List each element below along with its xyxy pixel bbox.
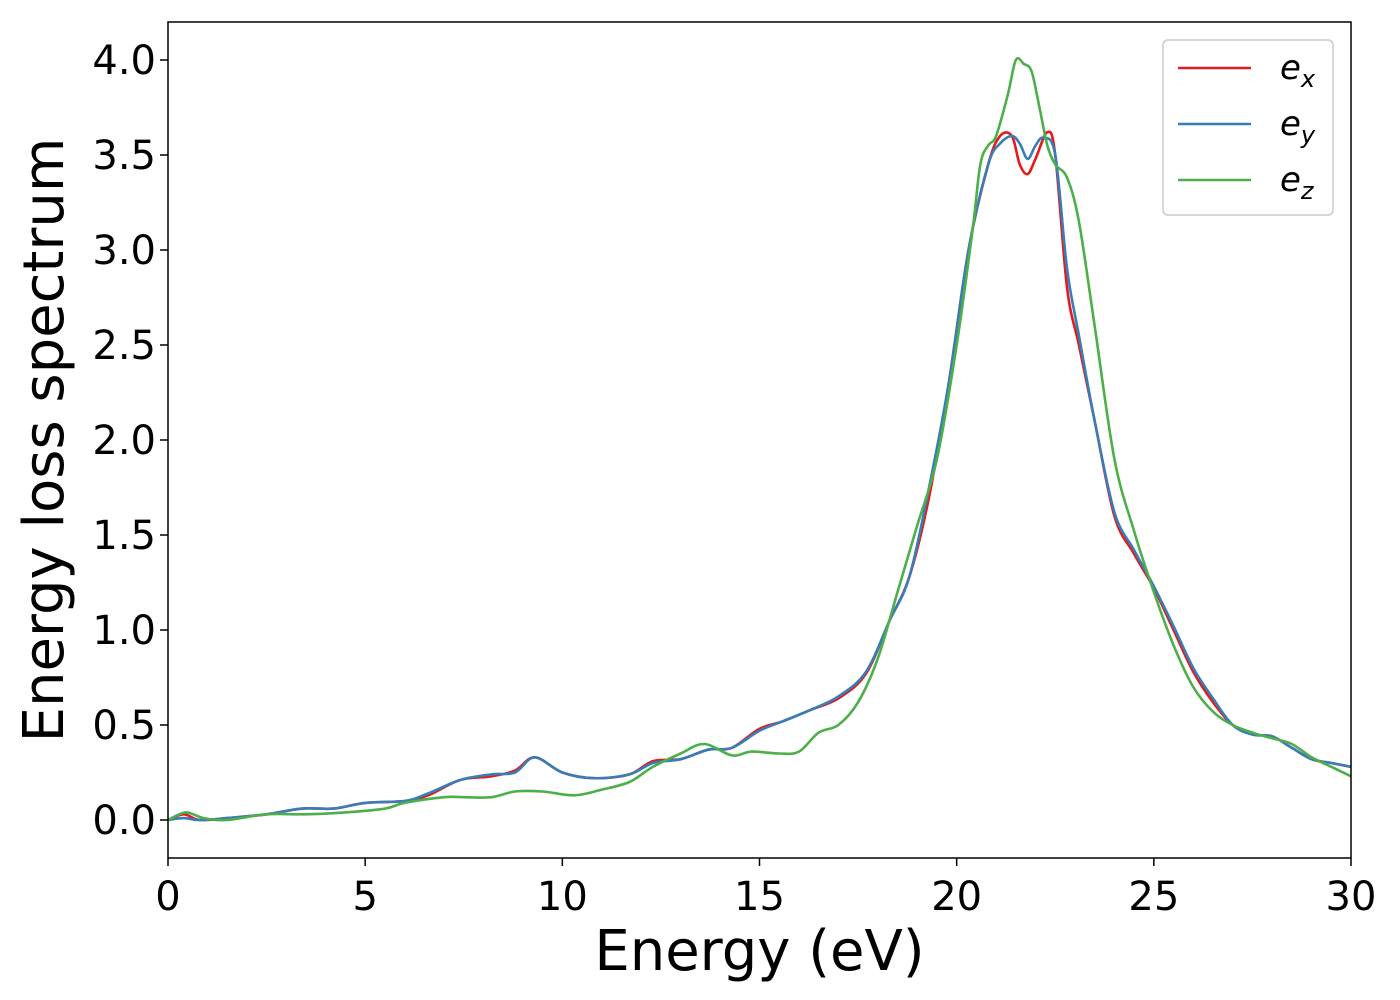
legend-label-y: ey [1280, 104, 1316, 149]
x-axis-ticks: 0 5 10 15 20 25 30 [155, 858, 1376, 920]
x-axis-title: Energy (eV) [594, 919, 924, 984]
series-lines [168, 56, 1351, 822]
x-tick-label: 20 [931, 874, 982, 920]
y-tick-label: 3.0 [92, 228, 156, 274]
y-tick-label: 0.5 [92, 703, 156, 749]
legend-label-z: ez [1280, 160, 1315, 205]
series-line-z [168, 56, 1351, 822]
x-tick-label: 30 [1326, 874, 1377, 920]
y-tick-label: 3.5 [92, 133, 156, 179]
series-line-y [168, 134, 1351, 822]
y-tick-label: 2.0 [92, 418, 156, 464]
series-line-x [168, 130, 1351, 822]
x-tick-label: 10 [537, 874, 588, 920]
y-tick-label: 2.5 [92, 323, 156, 369]
x-tick-label: 25 [1128, 874, 1179, 920]
y-tick-label: 0.0 [92, 798, 156, 844]
y-tick-label: 1.5 [92, 513, 156, 559]
y-tick-label: 4.0 [92, 38, 156, 84]
x-tick-label: 15 [734, 874, 785, 920]
x-tick-label: 0 [155, 874, 180, 920]
legend: ex ey ez [1162, 39, 1334, 216]
y-axis-ticks: 0.0 0.5 1.0 1.5 2.0 2.5 3.0 3.5 4.0 [92, 38, 168, 844]
x-tick-label: 5 [352, 874, 377, 920]
legend-box [1162, 39, 1334, 216]
legend-label-x: ex [1280, 48, 1316, 93]
y-tick-label: 1.0 [92, 608, 156, 654]
y-axis-title: Energy loss spectrum [12, 138, 77, 743]
